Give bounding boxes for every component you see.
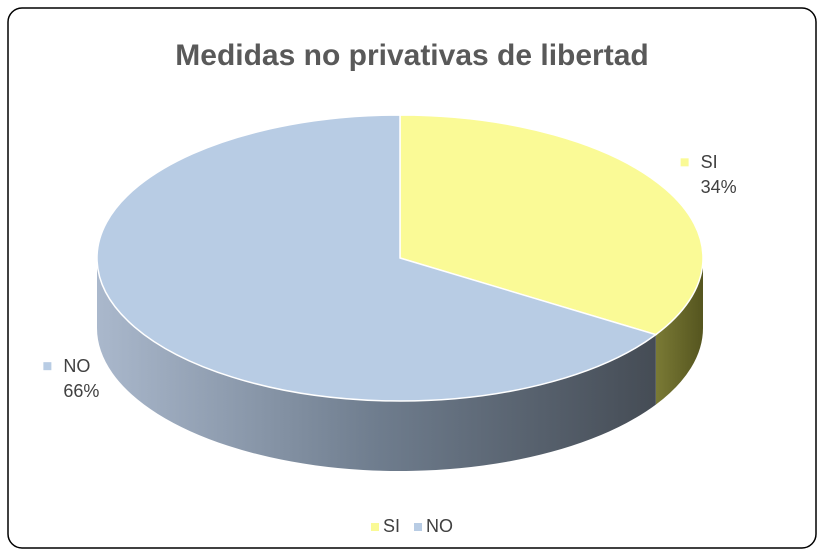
legend-label: SI — [383, 516, 400, 536]
chart-title: Medidas no privativas de libertad — [175, 39, 648, 72]
legend-marker — [370, 523, 379, 531]
data-label-name: NO — [63, 356, 90, 376]
label-marker — [680, 158, 689, 167]
data-label-value: 34% — [701, 177, 737, 197]
label-marker — [43, 362, 52, 371]
pie-slice — [399, 114, 704, 336]
slice-side — [97, 258, 656, 472]
legend-marker — [414, 523, 423, 531]
data-label-value: 66% — [63, 381, 99, 401]
slice-side — [655, 258, 703, 405]
data-label-name: SI — [701, 152, 718, 172]
pie-slice — [96, 114, 658, 402]
legend-label: NO — [426, 516, 453, 536]
